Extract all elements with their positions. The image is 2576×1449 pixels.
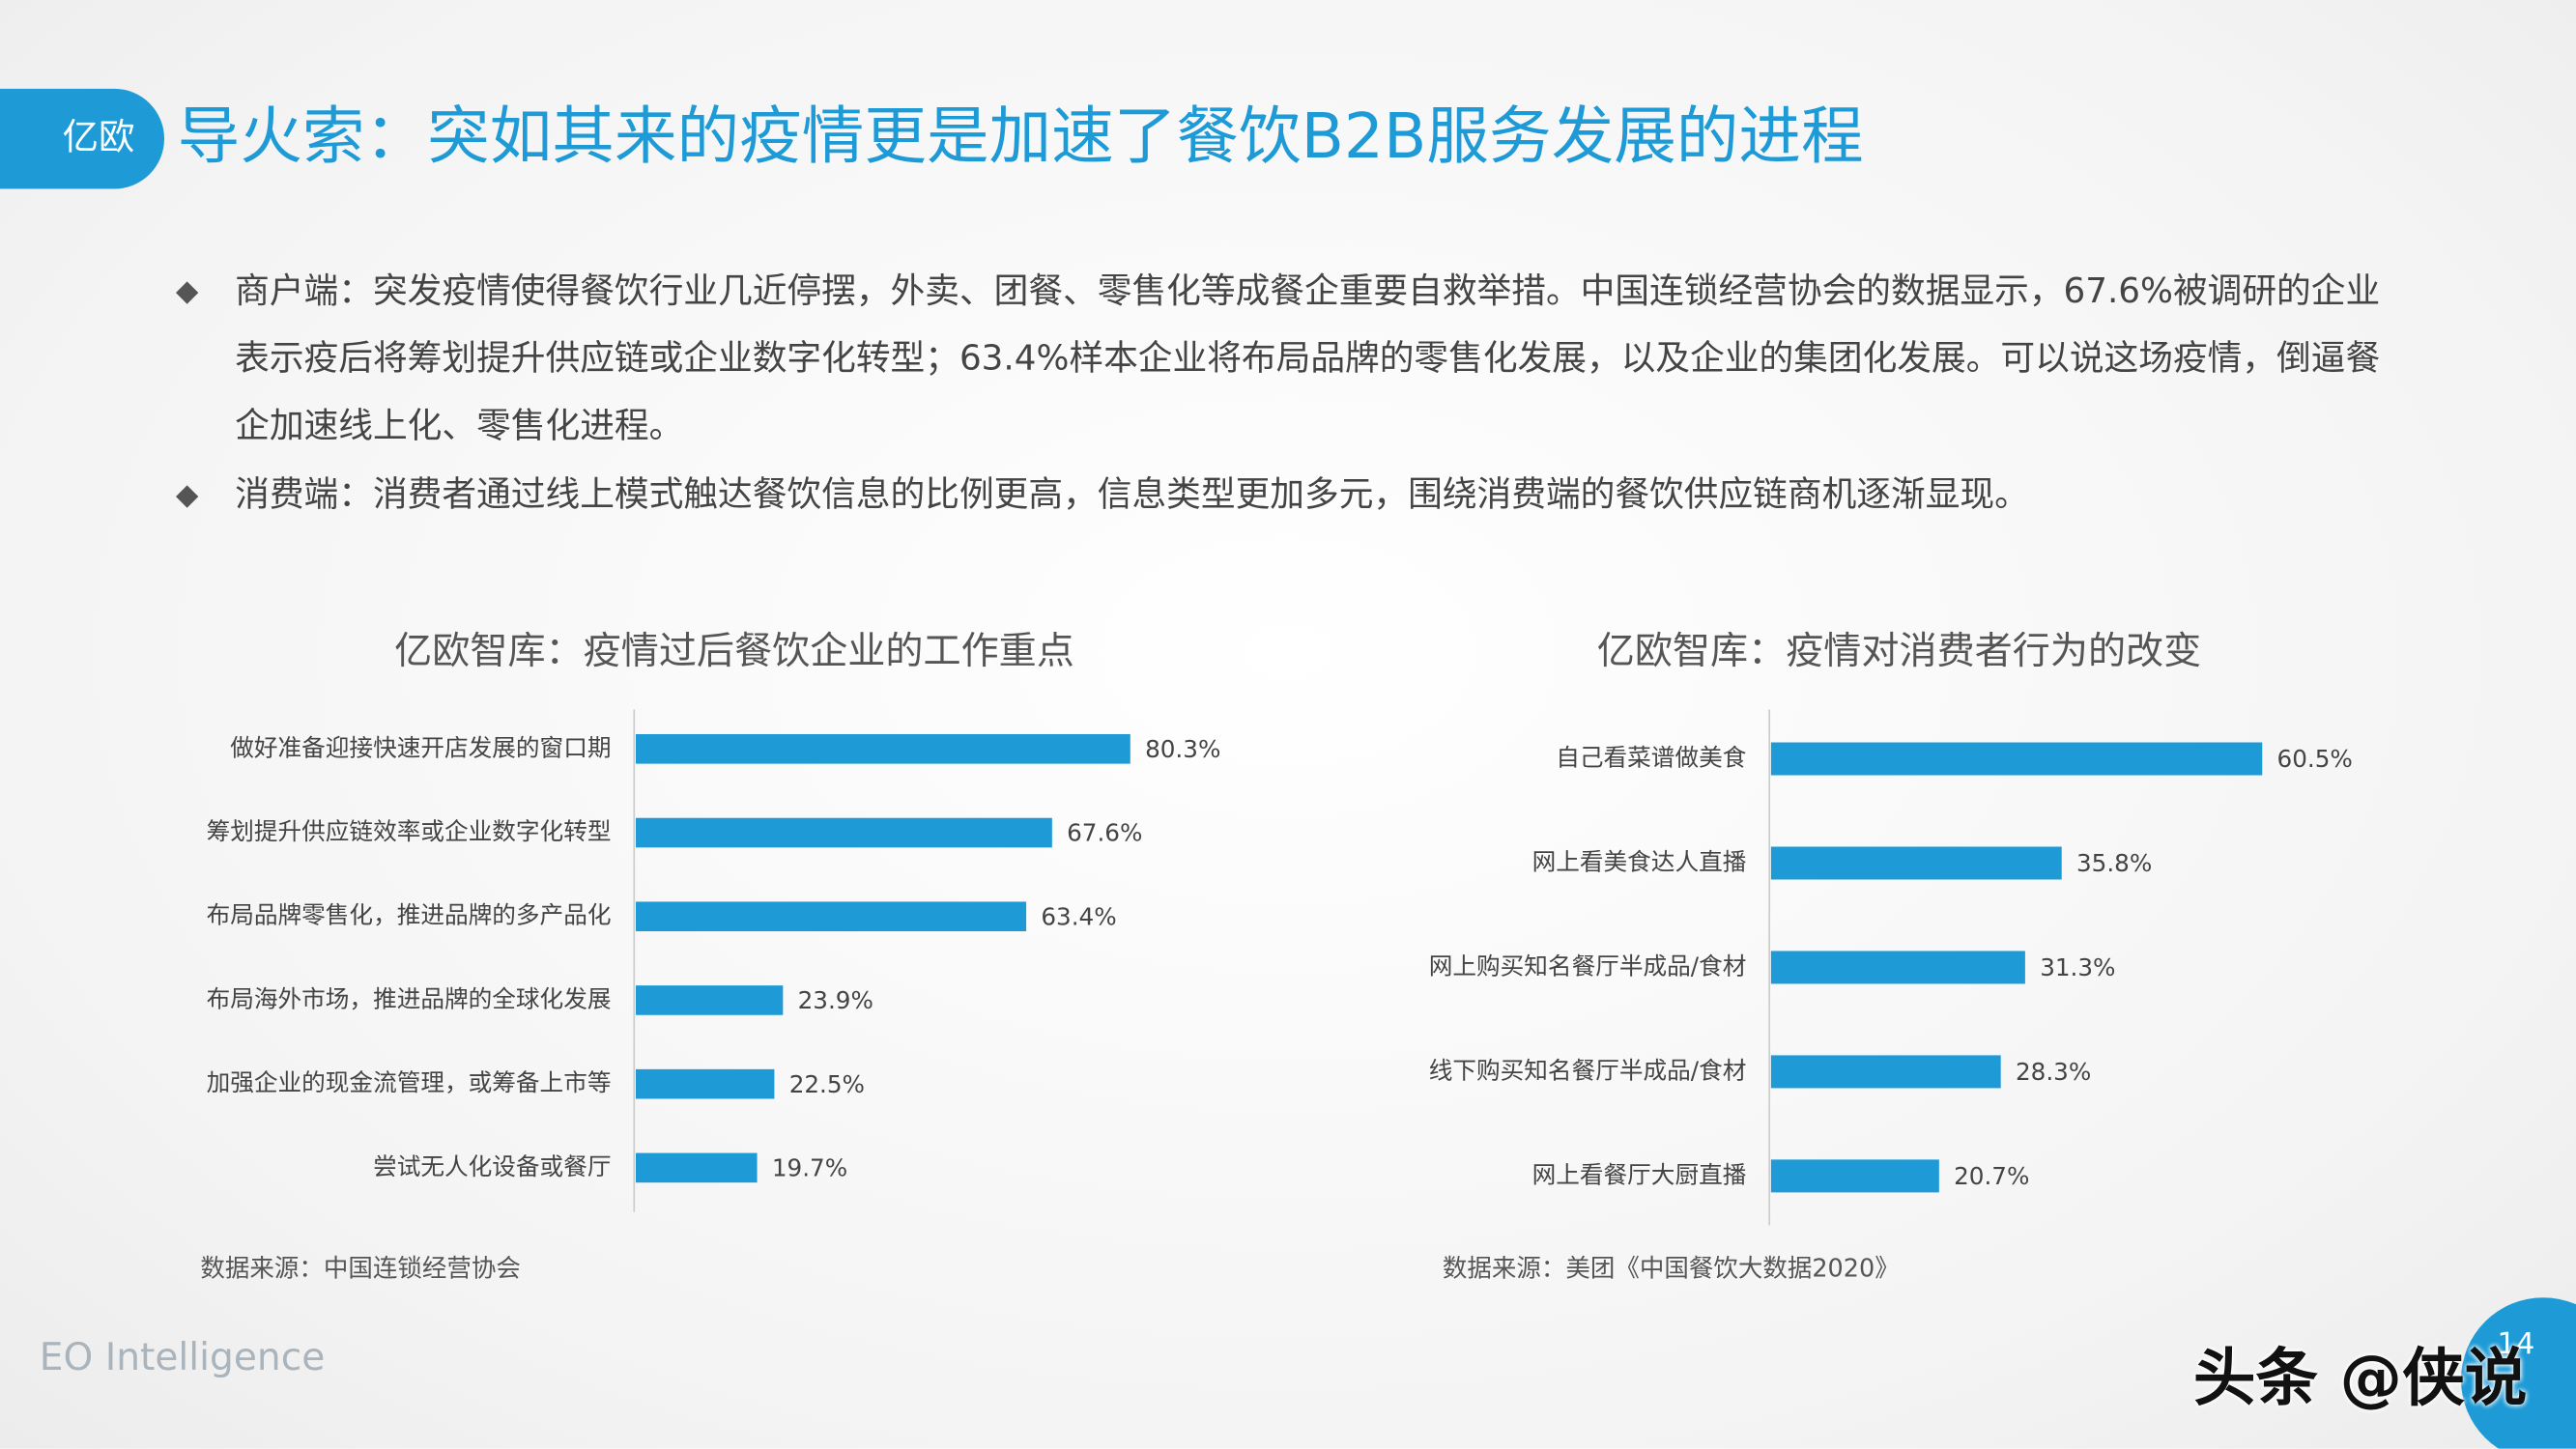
category-label: 尝试无人化设备或餐厅	[373, 1152, 611, 1180]
source-note: 数据来源：美团《中国餐饮大数据2020》	[1443, 1254, 1900, 1283]
data-label: 80.3%	[1145, 735, 1220, 763]
data-label: 20.7%	[1954, 1162, 2029, 1190]
category-label: 网上看美食达人直播	[1532, 847, 1747, 875]
bar	[636, 734, 1131, 764]
logo: 亿欧	[0, 88, 165, 189]
slide-title: 导火索：突如其来的疫情更是加速了餐饮B2B服务发展的进程	[177, 99, 1864, 173]
bullet: 商户端：突发疫情使得餐饮行业几近停摆，外卖、团餐、零售化等成餐企重要自救举措。中…	[176, 258, 2387, 460]
page-number: 14	[2497, 1326, 2535, 1362]
bar	[1770, 951, 2025, 984]
source-note: 数据来源：中国连锁经营协会	[200, 1254, 521, 1283]
bar	[1770, 846, 2062, 880]
bar	[636, 1152, 758, 1183]
chart-title: 亿欧智库：疫情对消费者行为的改变	[1597, 630, 2202, 673]
data-label: 31.3%	[2040, 953, 2115, 981]
bar	[1770, 1055, 2001, 1089]
bar	[1770, 1159, 1939, 1193]
bar	[636, 817, 1052, 848]
data-label: 19.7%	[772, 1154, 847, 1182]
category-label: 自己看菜谱做美食	[1556, 744, 1746, 772]
category-label: 网上购买知名餐厅半成品/食材	[1429, 952, 1747, 980]
chart-title: 亿欧智库：疫情过后餐饮企业的工作重点	[394, 630, 1074, 673]
category-label: 做好准备迎接快速开店发展的窗口期	[230, 733, 611, 761]
brand: EO Intelligence	[39, 1337, 326, 1380]
data-label: 23.9%	[798, 986, 873, 1014]
category-label: 布局品牌零售化，推进品牌的多产品化	[207, 901, 612, 929]
category-label: 线下购买知名餐厅半成品/食材	[1429, 1056, 1747, 1084]
data-label: 60.5%	[2277, 745, 2353, 773]
category-label: 加强企业的现金流管理，或筹备上市等	[207, 1068, 612, 1096]
category-label: 网上看餐厅大厨直播	[1532, 1160, 1747, 1188]
bar	[636, 985, 784, 1015]
bar	[636, 1068, 775, 1099]
bullet: 消费端：消费者通过线上模式触达餐饮信息的比例更高，信息类型更加多元，围绕消费端的…	[176, 462, 2387, 529]
data-label: 35.8%	[2076, 849, 2152, 877]
bar	[1770, 742, 2263, 776]
watermark: 头条 @侠说	[2192, 1342, 2528, 1414]
data-label: 22.5%	[789, 1070, 865, 1098]
category-label: 布局海外市场，推进品牌的全球化发展	[207, 984, 612, 1012]
data-label: 67.6%	[1067, 819, 1142, 847]
data-label: 63.4%	[1041, 902, 1116, 930]
data-label: 28.3%	[2016, 1058, 2091, 1086]
category-label: 筹划提升供应链效率或企业数字化转型	[207, 817, 612, 845]
bar	[636, 901, 1027, 932]
